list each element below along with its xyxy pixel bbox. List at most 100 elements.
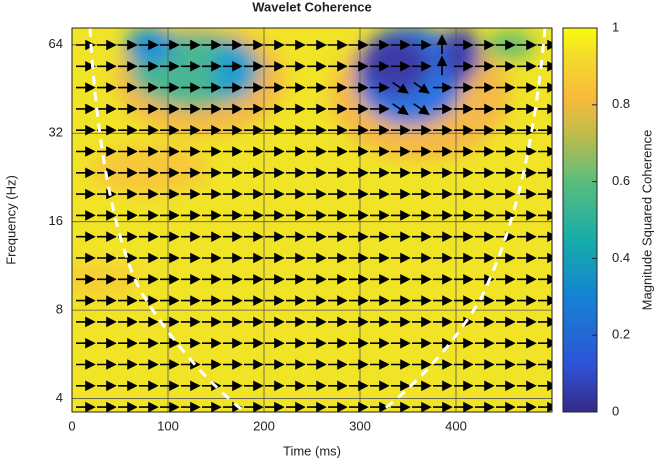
arrow: [286, 210, 306, 221]
colorbar-tick-label: 0: [612, 403, 619, 418]
arrow: [454, 337, 474, 349]
arrow: [307, 124, 327, 136]
arrow: [223, 61, 243, 72]
arrow: [160, 167, 180, 179]
arrow: [265, 61, 285, 72]
arrow: [181, 167, 201, 179]
arrow: [496, 146, 516, 157]
arrow: [181, 146, 201, 157]
arrow: [118, 316, 138, 328]
arrow: [118, 146, 138, 157]
arrow: [517, 401, 537, 412]
arrow: [265, 231, 285, 242]
arrow: [496, 103, 516, 115]
arrow: [307, 188, 327, 200]
arrow: [475, 210, 495, 221]
arrow: [118, 188, 138, 200]
arrow: [349, 231, 369, 242]
arrow: [538, 146, 552, 157]
arrow: [475, 61, 495, 72]
arrow: [433, 146, 453, 157]
arrow: [538, 295, 552, 306]
arrow: [244, 337, 264, 349]
arrow: [475, 380, 495, 392]
arrow: [538, 231, 552, 242]
arrow: [265, 380, 285, 392]
arrow: [265, 39, 285, 51]
arrow: [160, 252, 180, 264]
arrow: [412, 359, 432, 370]
arrow: [349, 274, 369, 285]
arrow: [538, 188, 552, 200]
arrow: [223, 124, 243, 136]
arrow: [76, 82, 96, 93]
arrow: [370, 274, 390, 285]
arrow: [496, 167, 516, 179]
arrow: [349, 401, 369, 412]
arrow: [286, 188, 306, 200]
arrow: [181, 82, 201, 93]
arrow: [160, 359, 180, 370]
arrow: [160, 124, 180, 136]
x-axis-label: Time (ms): [283, 443, 341, 458]
arrow: [139, 359, 159, 370]
arrow: [517, 39, 537, 51]
arrow: [244, 103, 264, 115]
arrow: [538, 124, 552, 136]
arrow: [202, 210, 222, 221]
arrow: [223, 82, 243, 93]
arrow: [118, 103, 138, 115]
arrow: [244, 188, 264, 200]
arrow: [496, 380, 516, 392]
arrow: [97, 316, 117, 328]
arrow: [412, 210, 432, 221]
arrow: [454, 210, 474, 221]
arrow: [202, 61, 222, 72]
arrow: [517, 252, 537, 264]
arrow: [160, 103, 180, 115]
arrow: [223, 39, 243, 51]
arrow: [454, 61, 474, 72]
arrow: [139, 231, 159, 242]
arrow: [265, 167, 285, 179]
arrow: [328, 295, 348, 306]
arrow: [349, 252, 369, 264]
arrow: [370, 337, 390, 349]
arrow: [244, 167, 264, 179]
arrow: [181, 316, 201, 328]
arrow: [286, 295, 306, 306]
arrow: [286, 252, 306, 264]
arrow: [328, 337, 348, 349]
arrow: [517, 103, 537, 115]
arrow: [538, 252, 552, 264]
arrow: [349, 146, 369, 157]
arrow: [454, 274, 474, 285]
arrow: [454, 295, 474, 306]
arrow: [454, 359, 474, 370]
arrow: [538, 39, 552, 51]
arrow: [181, 380, 201, 392]
arrow: [307, 295, 327, 306]
arrow: [475, 316, 495, 328]
arrow: [517, 274, 537, 285]
arrow: [223, 295, 243, 306]
arrow: [160, 210, 180, 221]
arrow: [265, 401, 285, 412]
arrow: [328, 210, 348, 221]
arrow: [139, 61, 159, 72]
arrow: [244, 210, 264, 221]
arrow: [160, 231, 180, 242]
arrow: [475, 167, 495, 179]
arrow: [392, 81, 409, 94]
arrow: [139, 274, 159, 285]
arrow: [286, 316, 306, 328]
arrow: [76, 252, 96, 264]
arrow: [307, 231, 327, 242]
arrow: [118, 274, 138, 285]
arrow: [454, 82, 474, 93]
arrow: [244, 252, 264, 264]
arrow: [307, 61, 327, 72]
arrow: [433, 380, 453, 392]
arrow: [412, 61, 432, 72]
cone-of-influence: [379, 27, 547, 414]
